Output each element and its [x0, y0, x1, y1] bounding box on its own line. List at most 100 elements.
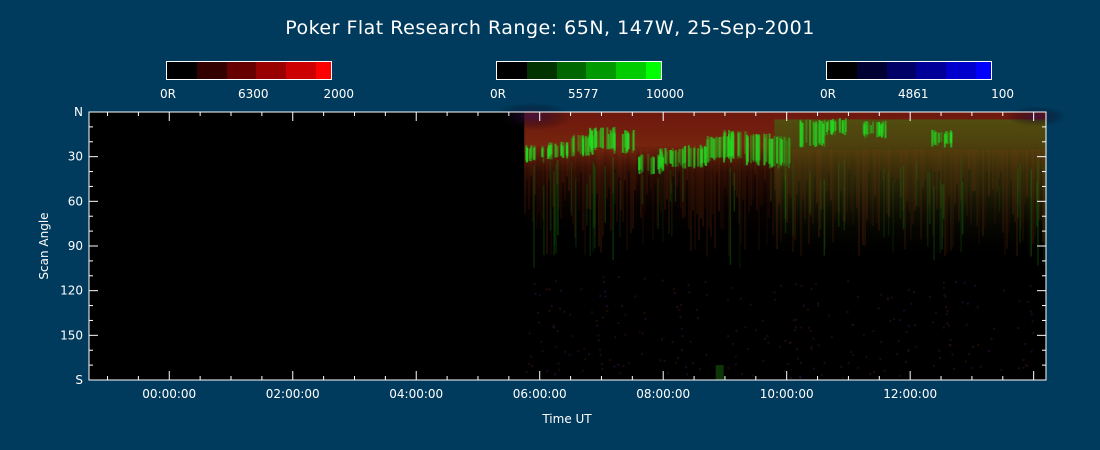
- green-arc-streak: [639, 155, 642, 170]
- green-drip: [1030, 169, 1032, 257]
- noise-speckle: [687, 284, 690, 287]
- red-streak: [576, 149, 578, 182]
- noise-speckle: [541, 350, 544, 353]
- colorbar-red-strip: [166, 61, 332, 80]
- green-arc-streak: [657, 154, 660, 170]
- noise-speckle: [766, 335, 769, 338]
- red-streak: [532, 149, 534, 223]
- green-arc-streak: [827, 120, 830, 131]
- colorbar-blue-4861: 0R 4861 100: [820, 61, 1014, 101]
- noise-speckle: [779, 346, 782, 349]
- green-drip: [784, 173, 787, 234]
- noise-speckle: [680, 327, 683, 330]
- noise-speckle: [869, 372, 872, 375]
- green-drip: [557, 160, 559, 236]
- x-tick-label: 04:00:00: [389, 387, 443, 401]
- noise-speckle: [993, 327, 996, 330]
- red-streak: [668, 149, 670, 234]
- noise-speckle: [810, 348, 813, 351]
- green-drip: [899, 168, 902, 220]
- red-streak: [540, 149, 542, 230]
- green-arc-streak: [805, 119, 808, 143]
- noise-speckle: [873, 371, 876, 374]
- red-streak: [754, 149, 756, 175]
- green-arc-streak: [881, 121, 884, 133]
- noise-speckle: [1003, 289, 1006, 292]
- red-streak: [534, 149, 536, 195]
- green-arc-streak: [864, 121, 867, 135]
- red-streak: [550, 149, 552, 256]
- noise-speckle: [580, 288, 583, 291]
- green-arc-streak: [707, 139, 710, 163]
- red-streak: [932, 149, 934, 235]
- red-streak: [972, 149, 974, 191]
- red-streak: [670, 149, 672, 194]
- green-drip: [892, 181, 894, 253]
- red-streak: [844, 149, 846, 223]
- green-drip: [662, 162, 664, 242]
- red-streak: [920, 149, 922, 240]
- noise-speckle: [1026, 365, 1029, 368]
- colorbar-blue-min-label: 0R: [820, 87, 836, 101]
- noise-speckle: [893, 318, 896, 321]
- red-streak: [796, 149, 798, 195]
- green-arc-streak: [651, 156, 654, 174]
- x-tick-label: 10:00:00: [760, 387, 814, 401]
- red-streak: [830, 149, 832, 201]
- green-arc-streak: [541, 147, 544, 157]
- noise-speckle: [784, 370, 787, 373]
- noise-speckle: [851, 324, 854, 327]
- green-arc-streak: [693, 148, 696, 169]
- noise-speckle: [846, 310, 849, 313]
- noise-speckle: [767, 342, 770, 345]
- green-arc-streak: [780, 139, 783, 166]
- noise-speckle: [944, 306, 947, 309]
- green-drip: [887, 171, 890, 236]
- red-streak: [604, 149, 606, 220]
- red-streak: [834, 149, 836, 218]
- noise-speckle: [676, 305, 679, 308]
- noise-speckle: [569, 313, 572, 316]
- red-streak: [914, 149, 916, 211]
- green-arc-streak: [530, 146, 533, 159]
- green-arc-streak: [549, 145, 552, 160]
- red-streak: [586, 149, 588, 209]
- red-streak: [846, 149, 848, 214]
- green-drip: [927, 171, 929, 247]
- green-drip: [941, 183, 943, 250]
- noise-speckle: [934, 312, 937, 315]
- green-arc-streak: [561, 146, 564, 158]
- green-drip: [589, 174, 591, 257]
- noise-speckle: [601, 368, 604, 371]
- red-streak: [806, 149, 808, 181]
- green-arc-streak: [745, 135, 748, 166]
- green-drip: [942, 184, 945, 219]
- red-streak: [568, 149, 570, 191]
- noise-speckle: [889, 319, 892, 322]
- green-arc-streak: [676, 151, 679, 167]
- green-arc-streak: [570, 138, 573, 157]
- noise-speckle: [774, 298, 777, 301]
- red-streak: [942, 149, 944, 239]
- noise-speckle: [787, 362, 790, 365]
- noise-speckle: [942, 326, 945, 329]
- noise-speckle: [907, 325, 910, 328]
- noise-speckle: [563, 310, 566, 313]
- red-streak: [664, 149, 666, 210]
- green-drip: [784, 163, 787, 219]
- green-arc-streak: [710, 137, 713, 158]
- green-arc-streak: [541, 145, 544, 158]
- green-arc-streak: [690, 147, 693, 168]
- noise-speckle: [949, 339, 952, 342]
- red-streak: [736, 149, 738, 197]
- noise-speckle: [597, 334, 600, 337]
- red-streak: [728, 149, 730, 256]
- green-arc-streak: [609, 129, 612, 149]
- x-axis: 00:00:00 02:00:00 04:00:00 06:00:00 08:00:00…: [107, 112, 1035, 401]
- green-arc-streak: [621, 134, 624, 153]
- green-arc-streak: [737, 132, 740, 156]
- green-arc-streak: [587, 134, 590, 156]
- green-arc-streak: [730, 132, 733, 157]
- noise-speckle: [965, 323, 968, 326]
- y-tick-label: 60: [68, 194, 83, 208]
